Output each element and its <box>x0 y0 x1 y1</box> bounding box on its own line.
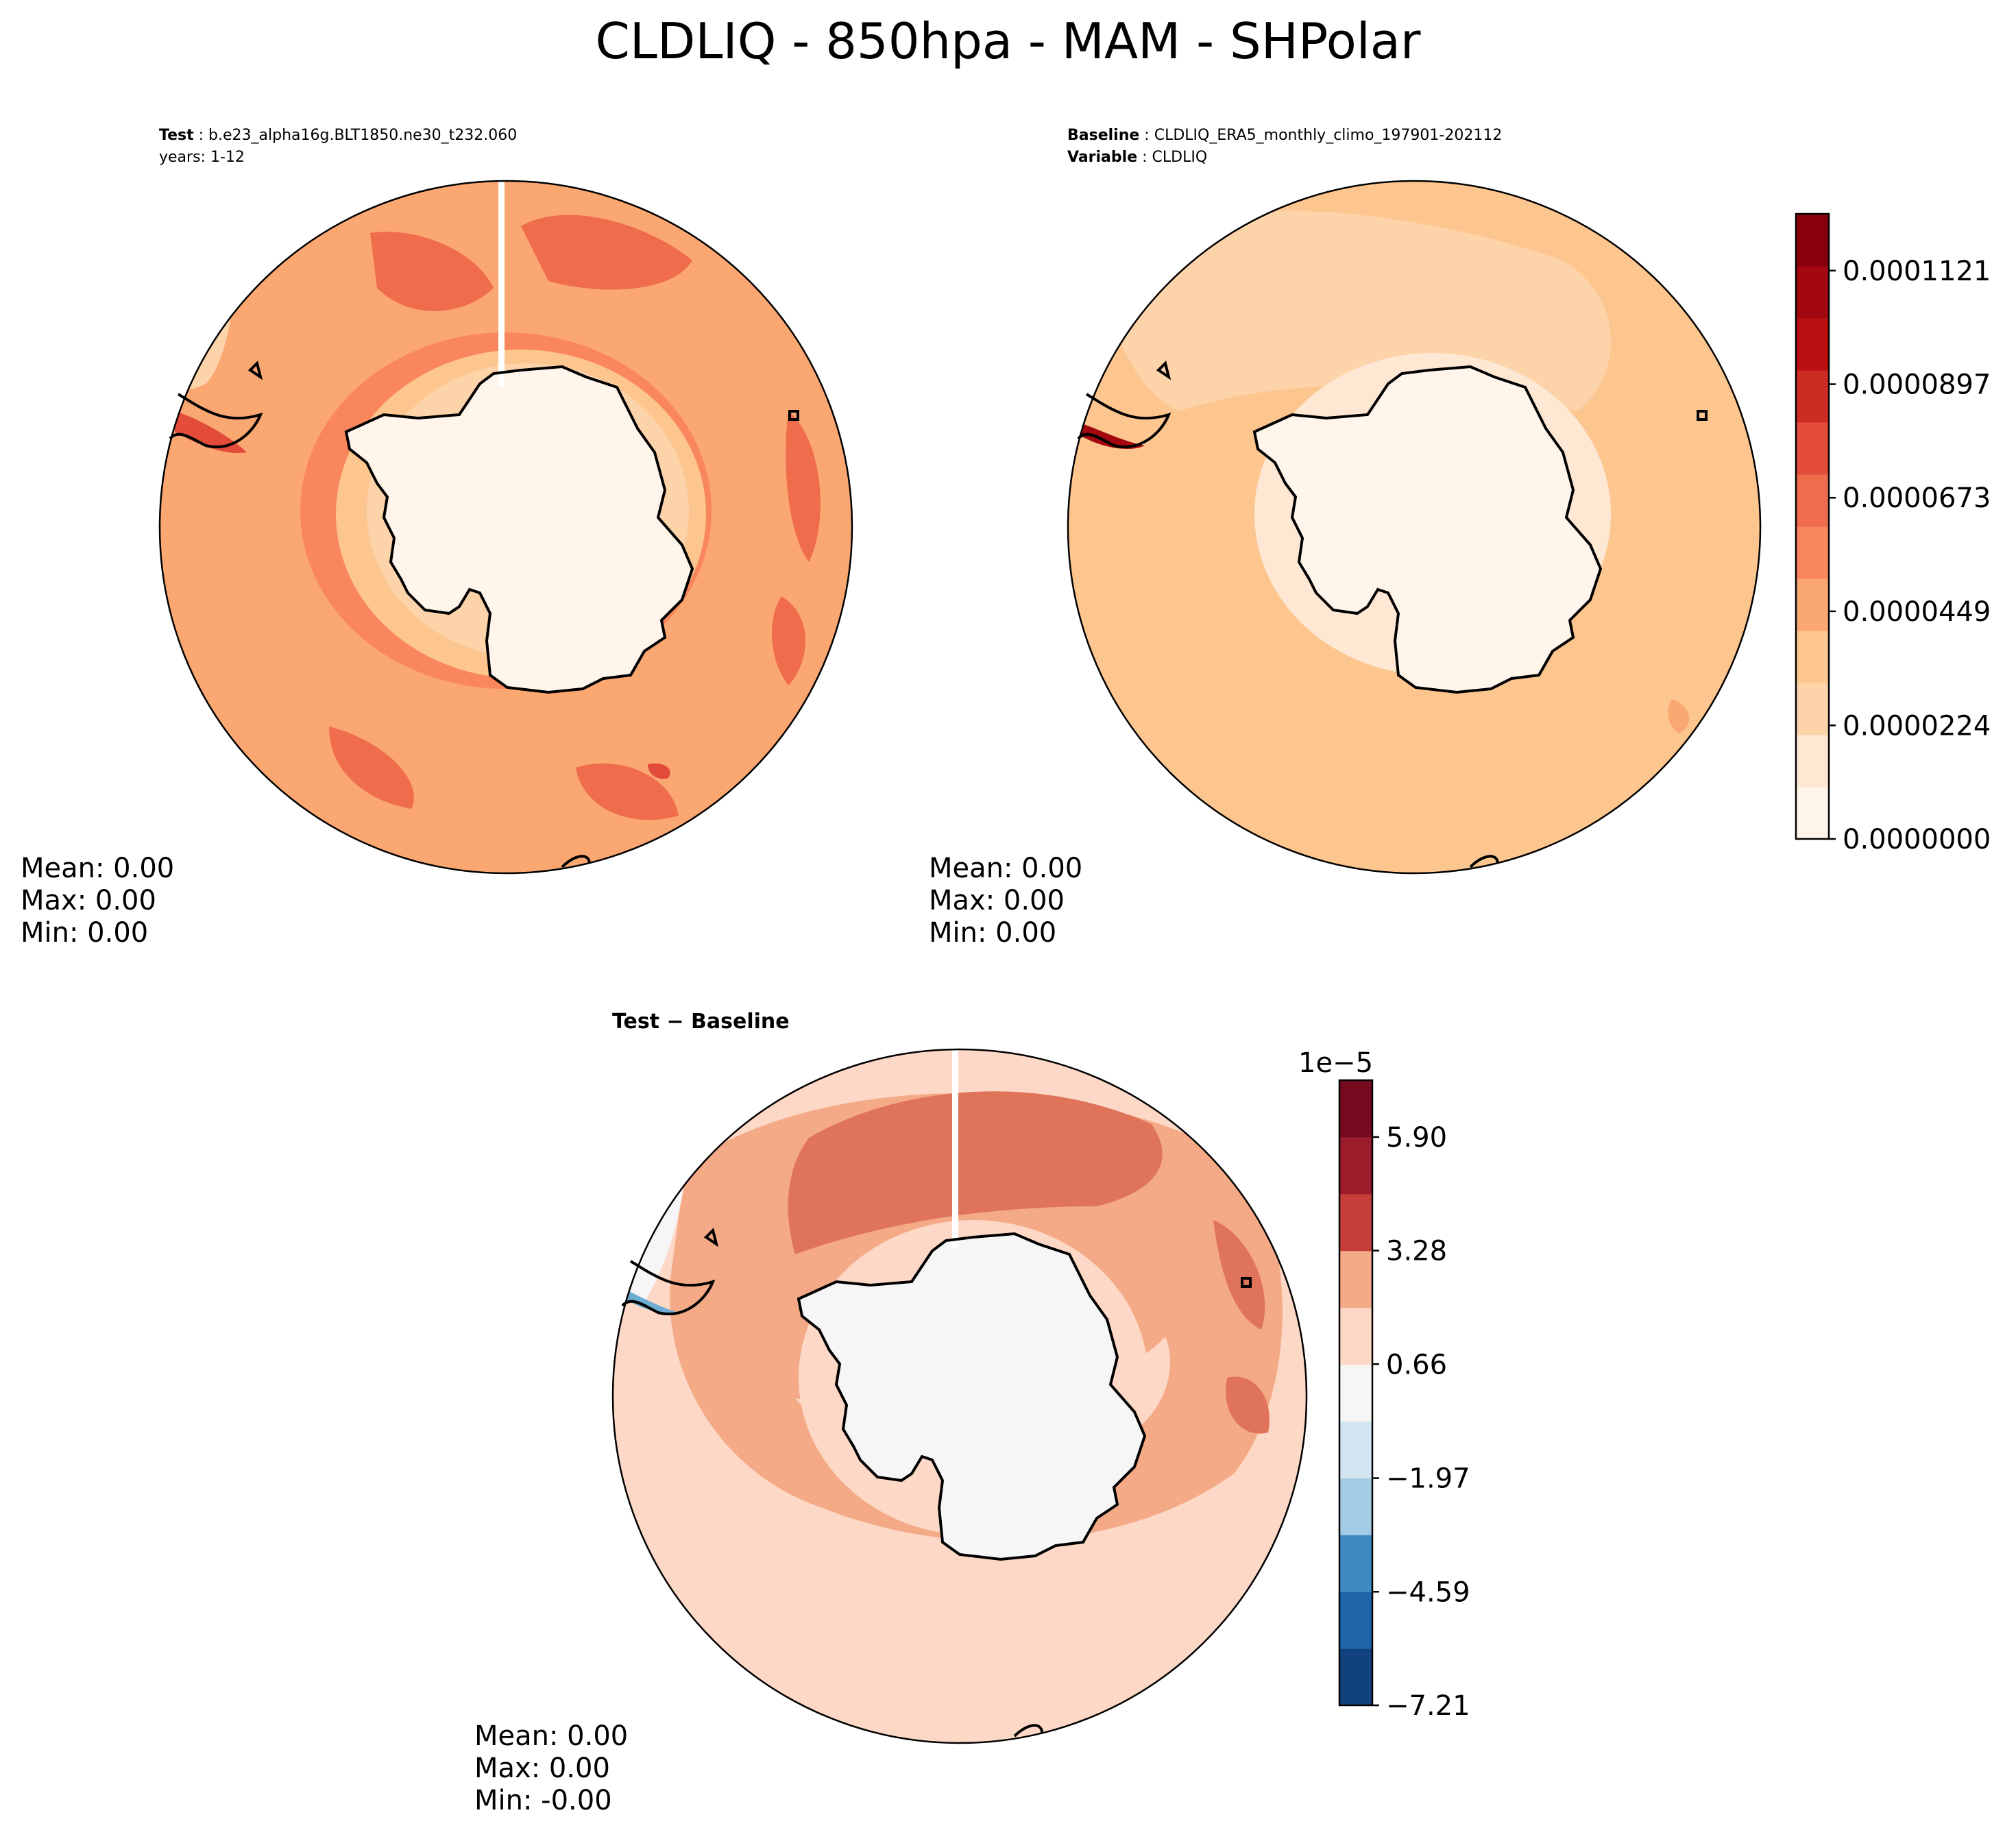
test-case-name: b.e23_alpha16g.BLT1850.ne30_t232.060 <box>208 127 518 144</box>
cb-div-scale-label: 1e−5 <box>1298 1047 1373 1079</box>
baseline-stats: Mean: 0.00 Max: 0.00 Min: 0.00 <box>929 853 1082 949</box>
diff-map <box>611 1048 1308 1744</box>
cb-div-frame <box>1338 1079 1374 1707</box>
cb-seq-frame <box>1795 212 1830 840</box>
cb-seq-swatch-8 <box>1796 370 1829 423</box>
baseline-field <box>1068 181 1760 873</box>
test-storm-track-east <box>772 411 821 685</box>
baseline-case-name: CLDLIQ_ERA5_monthly_climo_197901-202112 <box>1154 127 1503 144</box>
cb-seq-swatch-5 <box>1796 526 1829 579</box>
test-max: Max: 0.00 <box>21 885 156 916</box>
variable-label-key: Variable <box>1067 149 1138 166</box>
test-mean: Mean: 0.00 <box>21 853 175 884</box>
colorbar-sequential: 0.0000000 0.0000224 0.0000449 0.0000673 0.00… <box>1795 212 1991 855</box>
cb-div-swatch-4 <box>1339 1421 1372 1478</box>
diff-max: Max: 0.00 <box>474 1753 610 1784</box>
cb-div-swatch-5 <box>1339 1364 1372 1422</box>
figure-title: CLDLIQ - 850hpa - MAM - SHPolar <box>595 12 1421 70</box>
cb-seq-tick-label-4: 0.0000897 <box>1843 369 1991 401</box>
cb-div-swatch-2 <box>1339 1535 1372 1592</box>
cb-div-swatch-3 <box>1339 1478 1372 1535</box>
test-years: years: 1-12 <box>159 149 245 166</box>
baseline-patch-se <box>1668 699 1689 733</box>
cb-seq-swatch-4 <box>1796 578 1829 631</box>
diff-high-east <box>1213 1220 1270 1434</box>
cb-div-tick-label-0: −7.21 <box>1386 1690 1470 1722</box>
variable-name: CLDLIQ <box>1152 149 1208 166</box>
cb-seq-swatch-6 <box>1796 474 1829 527</box>
test-map-boundary <box>158 180 853 875</box>
diff-min: Min: -0.00 <box>474 1785 612 1816</box>
cb-seq-swatch-2 <box>1796 683 1829 735</box>
test-label-key: Test <box>159 127 194 144</box>
test-map <box>158 180 853 875</box>
cb-div-tick-label-1: −4.59 <box>1386 1576 1470 1608</box>
test-label: Test : b.e23_alpha16g.BLT1850.ne30_t232.… <box>159 125 517 169</box>
test-andes-patch <box>175 411 247 453</box>
cb-div-tick-label-4: 3.28 <box>1386 1236 1447 1267</box>
baseline-andes-max <box>1076 422 1145 449</box>
test-stats: Mean: 0.00 Max: 0.00 Min: 0.00 <box>21 853 174 949</box>
cb-seq-swatch-9 <box>1796 318 1829 371</box>
diff-high-north <box>788 1091 1163 1254</box>
test-field <box>160 181 852 873</box>
test-storm-track-north <box>370 215 692 311</box>
cb-seq-swatch-10 <box>1796 266 1829 319</box>
diff-coastline <box>621 1228 1252 1738</box>
test-min: Min: 0.00 <box>21 917 149 949</box>
diff-field <box>613 1049 1307 1743</box>
cb-seq-swatch-3 <box>1796 631 1829 683</box>
test-storm-track-south <box>329 727 679 820</box>
cb-div-swatch-9 <box>1339 1136 1372 1195</box>
diff-missing-meridian <box>952 1049 958 1248</box>
baseline-min: Min: 0.00 <box>929 917 1057 949</box>
cb-seq-swatch-0 <box>1796 787 1829 840</box>
cb-div-swatch-1 <box>1339 1592 1372 1649</box>
cb-seq-swatch-1 <box>1796 735 1829 788</box>
baseline-map <box>1067 180 1762 875</box>
cb-seq-tick-label-0: 0.0000000 <box>1843 824 1991 855</box>
cb-seq-tick-label-3: 0.0000673 <box>1843 483 1991 514</box>
diff-map-boundary <box>611 1048 1308 1744</box>
cb-div-swatch-8 <box>1339 1193 1372 1252</box>
cb-seq-tick-label-5: 0.0001121 <box>1843 256 1991 287</box>
baseline-mean: Mean: 0.00 <box>929 853 1083 884</box>
cb-seq-tick-label-2: 0.0000449 <box>1843 596 1991 628</box>
cb-div-swatch-7 <box>1339 1250 1372 1308</box>
cb-div-tick-label-3: 0.66 <box>1386 1349 1447 1380</box>
cb-div-swatch-6 <box>1339 1307 1372 1365</box>
cb-div-tick-label-5: 5.90 <box>1386 1122 1447 1154</box>
test-max-patch <box>648 763 670 779</box>
baseline-max: Max: 0.00 <box>929 885 1065 916</box>
diff-mean: Mean: 0.00 <box>474 1720 629 1752</box>
baseline-coastline <box>1077 361 1708 868</box>
baseline-label-key: Baseline <box>1067 127 1140 144</box>
baseline-label: Baseline : CLDLIQ_ERA5_monthly_climo_197… <box>1067 127 1503 166</box>
colorbar-diverging: −7.21 −4.59 −1.97 0.66 3.28 5.90 1e−5 <box>1298 1047 1470 1722</box>
diff-label: Test − Baseline <box>612 1010 790 1034</box>
cb-seq-swatch-7 <box>1796 422 1829 475</box>
test-missing-meridian <box>498 181 505 387</box>
cb-div-swatch-10 <box>1339 1080 1372 1138</box>
test-coastline <box>169 361 799 868</box>
cb-seq-tick-label-1: 0.0000224 <box>1843 710 1991 742</box>
diff-stats: Mean: 0.00 Max: 0.00 Min: -0.00 <box>474 1720 628 1817</box>
baseline-map-boundary <box>1067 180 1762 875</box>
cb-seq-swatch-11 <box>1796 214 1829 267</box>
cb-div-tick-label-2: −1.97 <box>1386 1463 1470 1495</box>
cb-div-swatch-0 <box>1339 1648 1372 1706</box>
